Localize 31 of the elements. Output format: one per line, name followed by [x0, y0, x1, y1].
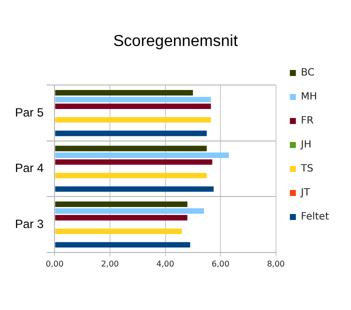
- x-tick-label: 8,00: [266, 259, 285, 268]
- legend-label: MH: [300, 92, 318, 103]
- bar: [55, 152, 229, 158]
- bar: [55, 130, 207, 136]
- y-tick-label: Par 5: [14, 105, 44, 120]
- legend-label: TS: [300, 164, 314, 175]
- legend-label: JT: [300, 188, 311, 199]
- x-tick-label: 2,00: [101, 259, 119, 268]
- bar: [55, 159, 212, 165]
- bar: [55, 228, 182, 234]
- legend-label: FR: [300, 116, 314, 127]
- bar: [55, 90, 193, 96]
- bar: [55, 242, 190, 248]
- y-tick-label: Par 3: [14, 216, 44, 231]
- x-tick-label: 6,00: [212, 259, 230, 268]
- bar: [55, 186, 214, 192]
- bar: [55, 215, 188, 220]
- y-tick-label: Par 4: [14, 161, 44, 176]
- bar: [55, 96, 211, 102]
- bar: [55, 146, 207, 152]
- legend-label: BC: [300, 68, 315, 79]
- bar: [55, 104, 211, 110]
- chart-title: Scoregennemsnit: [113, 33, 238, 50]
- bar: [55, 202, 188, 207]
- bar: [55, 172, 207, 178]
- bar: [55, 208, 204, 214]
- x-tick-label: 4,00: [156, 259, 174, 268]
- bar: [55, 117, 211, 123]
- legend-label: Feltet: [300, 212, 330, 223]
- legend-label: JH: [300, 140, 312, 151]
- x-tick-label: 0,00: [46, 259, 64, 268]
